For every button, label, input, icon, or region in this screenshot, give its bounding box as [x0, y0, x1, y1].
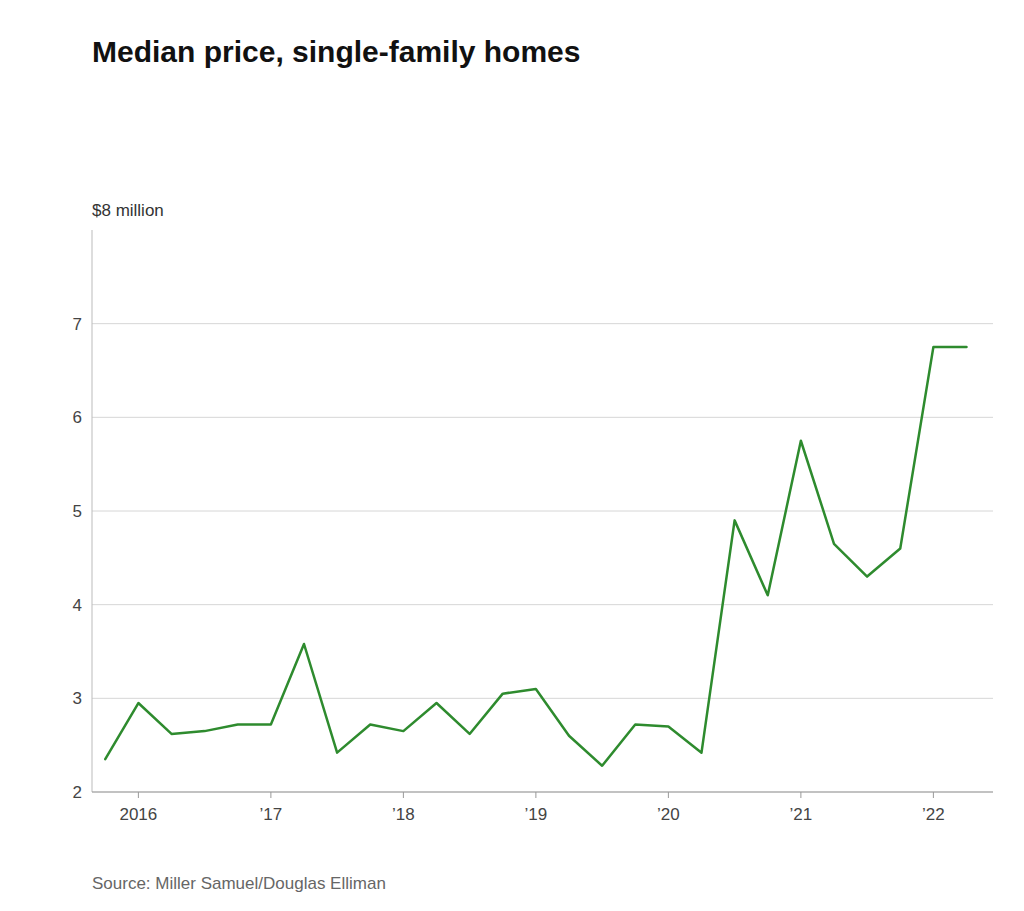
x-tick-label: ’18	[392, 805, 415, 824]
x-tick-label: ’17	[260, 805, 283, 824]
x-tick	[668, 792, 669, 798]
x-tick-label: ’20	[657, 805, 680, 824]
x-tick	[138, 792, 139, 798]
y-tick-label: 2	[73, 783, 82, 802]
x-tick	[535, 792, 536, 798]
x-tick-label: 2016	[119, 805, 157, 824]
x-tick-label: ’21	[790, 805, 813, 824]
line	[105, 347, 966, 766]
source-note: Source: Miller Samuel/Douglas Elliman	[92, 874, 386, 893]
x-tick-label: ’19	[525, 805, 548, 824]
x-axis-line	[92, 792, 993, 793]
x-tick	[403, 792, 404, 798]
y-axis-label: $8 million	[92, 201, 164, 220]
x-tick	[933, 792, 934, 798]
x-tick-label: ’22	[922, 805, 945, 824]
grid	[92, 324, 993, 792]
grid-line	[92, 323, 993, 324]
grid-line	[92, 792, 993, 793]
y-axis-line	[92, 230, 93, 792]
x-tick	[800, 792, 801, 798]
grid-line	[92, 511, 993, 512]
y-tick-label: 4	[73, 596, 82, 615]
y-tick-label: 5	[73, 502, 82, 521]
y-tick-label: 6	[73, 408, 82, 427]
x-tick	[270, 792, 271, 798]
grid-line	[92, 604, 993, 605]
y-tick-label: 7	[73, 315, 82, 334]
y-tick-label: 3	[73, 689, 82, 708]
title: Median price, single-family homes	[92, 35, 580, 68]
series	[105, 347, 966, 766]
chart: Median price, single-family homes $8 mill…	[0, 0, 1024, 911]
grid-line	[92, 417, 993, 418]
